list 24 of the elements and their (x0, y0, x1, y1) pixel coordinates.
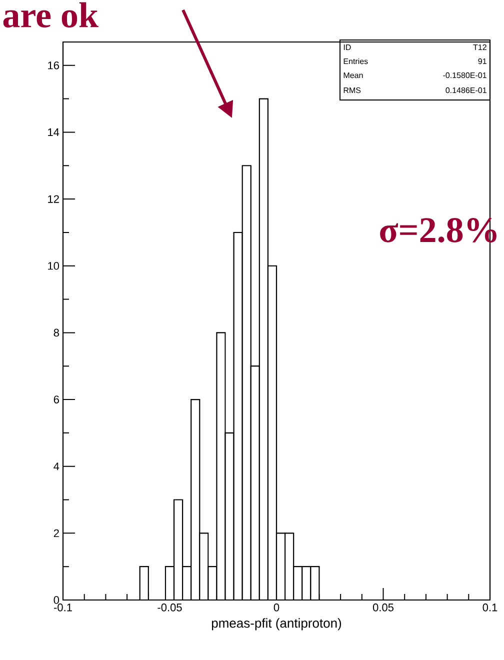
y-tick-label: 4 (54, 462, 60, 470)
y-tick-label: 14 (48, 128, 60, 136)
y-tick-label: 16 (48, 62, 59, 70)
x-tick-label: -0.1 (54, 604, 72, 612)
annotation: 0.1486E-01 (446, 87, 486, 94)
annotation: RMS (344, 87, 361, 94)
x-tick-label: 0.05 (372, 604, 394, 612)
annotation: Mean (344, 72, 363, 78)
text: are ok (3, 2, 98, 28)
y-tick-label: 0 (54, 596, 60, 604)
y-tick-label: 10 (48, 262, 60, 270)
y-tick-label: 8 (54, 328, 59, 337)
y-tick-label: 12 (48, 195, 59, 203)
x-axis-title: pmeas-pfit (antiproton) (212, 618, 342, 630)
y-tick-label: 6 (54, 396, 59, 404)
annotation: T12 (473, 44, 486, 50)
x-tick-label: 0.1 (482, 604, 498, 612)
y-tick-label: 2 (54, 529, 59, 538)
annotation: 91 (478, 58, 486, 64)
x-tick-label: 0 (274, 604, 280, 612)
annotation: Entries (344, 58, 368, 64)
annotation: ID (344, 44, 351, 50)
annotation: -0.1580E-01 (443, 72, 486, 78)
x-tick-label: -0.05 (158, 604, 182, 612)
